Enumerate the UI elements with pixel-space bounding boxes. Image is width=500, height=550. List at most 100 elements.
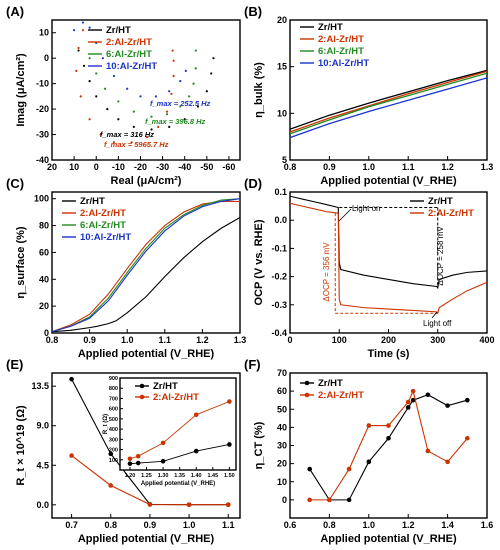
data-point [79, 95, 82, 98]
x-tick-label: 1.0 [183, 520, 196, 530]
panel-label: (B) [244, 4, 262, 19]
data-point [108, 451, 114, 457]
x-tick-label: 1.0 [363, 520, 376, 530]
x-tick-label: 0 [94, 162, 99, 172]
data-point [425, 392, 431, 398]
legend-entry: Zr/HT [318, 22, 343, 33]
legend-entry: 6:Al-Zr/HT [318, 46, 364, 57]
y-tick-label: -40 [36, 155, 49, 165]
x-tick-label: 1.6 [481, 520, 494, 530]
data-point [95, 72, 98, 75]
data-point [88, 57, 91, 60]
x-tick-label: 1.2 [441, 162, 454, 172]
annotation: f_max = 5965.7 Hz [104, 140, 169, 149]
legend-marker [139, 383, 145, 389]
legend-entry: 2:Al-Zr/HT [428, 208, 474, 219]
data-point [160, 459, 166, 464]
x-tick-label: 20 [47, 162, 57, 172]
y-axis-label: η_surface (%) [15, 226, 27, 298]
data-point [168, 125, 171, 129]
inset-y-tick-label: 100 [109, 458, 118, 464]
data-point [165, 113, 169, 116]
data-point [172, 74, 175, 78]
series-line [290, 70, 487, 133]
series-6-al-zr-ht [52, 198, 240, 333]
data-point [445, 403, 450, 408]
data-point [425, 448, 431, 454]
data-point [465, 397, 470, 403]
panel-label: (D) [244, 176, 262, 191]
series-zr-ht [290, 69, 487, 130]
data-point [183, 118, 186, 121]
panel-d: 0 100 200 300 400 -0.4 -0.3 -0.2 -0.1 0.0 0.1 (D) Ti… [244, 176, 495, 360]
data-point [445, 459, 450, 465]
y-axis-label: OCP (V vs. RHE) [253, 219, 265, 305]
annotation-delta-ocp-black: ΔOCP = 258 mV [436, 226, 445, 286]
data-point [196, 105, 200, 108]
x-tick-label: 1.2 [196, 335, 209, 345]
y-axis-label: Imag (μA/cm²) [15, 53, 27, 127]
data-point [73, 29, 76, 32]
series-2-al-zr-ht [75, 29, 175, 144]
y-tick-label: 15 [277, 62, 287, 72]
data-point [150, 128, 153, 131]
y-tick-label: 0.0 [36, 500, 49, 510]
series-2-al-zr-ht [307, 388, 470, 503]
data-point [410, 397, 416, 403]
data-point [186, 502, 192, 508]
legend-entry: Zr/HT [80, 196, 105, 207]
data-point [101, 57, 104, 60]
series-line [52, 198, 240, 333]
plot-frame [289, 19, 488, 161]
series-2-al-zr-ht [290, 70, 487, 133]
x-tick-label: 200 [381, 335, 396, 345]
data-point [179, 79, 182, 83]
data-point [88, 26, 91, 29]
inset-y-axis-label: R_t (Ω) [103, 414, 109, 434]
y-tick-label: 30 [277, 441, 287, 451]
data-point [205, 90, 208, 93]
plot-area [73, 21, 215, 144]
series-line [52, 198, 240, 333]
panel-label: (C) [6, 176, 24, 191]
panel-b: 0.8 0.9 1.0 1.1 1.2 1.3 5 10 15 20 (B) Applied pote… [244, 4, 493, 187]
plot-area [290, 195, 487, 315]
x-tick-label: -50 [200, 162, 213, 172]
data-point [346, 497, 352, 503]
legend-entry: Zr/HT [428, 196, 453, 207]
data-point [112, 74, 116, 78]
panel-label: (E) [6, 357, 23, 372]
x-tick-label: 1.4 [441, 520, 454, 530]
inset-frame [119, 377, 237, 471]
data-point [127, 456, 133, 462]
y-tick-label: 10 [277, 108, 287, 118]
inset-y-tick-label: 300 [109, 437, 118, 443]
data-point [212, 57, 215, 60]
y-tick-label: 20 [277, 459, 287, 469]
data-point [99, 133, 102, 136]
series-10-al-zr-ht [73, 21, 187, 98]
series-line [290, 69, 487, 130]
data-point [170, 92, 173, 95]
data-point [135, 453, 141, 459]
y-tick-label: 10 [277, 477, 287, 487]
annotation: f_max = 396.8 Hz [145, 117, 205, 126]
series-line [309, 394, 468, 501]
data-point [194, 49, 197, 52]
inset-y-tick-label: 900 [109, 376, 118, 382]
data-point [95, 95, 98, 98]
data-point [227, 399, 232, 404]
legend-entry: Zr/HT [153, 381, 178, 392]
y-tick-label: -0.4 [271, 328, 287, 338]
series-line [52, 217, 240, 333]
data-point [160, 440, 166, 446]
inset-x-tick-label: 1.30 [158, 473, 169, 479]
inset-chart: 1.20 1.25 1.30 1.35 1.40 1.45 1.50 100 200 300 400… [103, 376, 237, 487]
data-point [165, 110, 169, 113]
plot-frame [51, 372, 241, 519]
panel-a: 20 10 0 -10 -20 -30 -40 -50 -60 -40 -30 -20 -10 0 10 (A… [6, 4, 241, 187]
annotation-arrow [431, 311, 438, 319]
data-point [112, 141, 116, 144]
legend-entry: Zr/HT [106, 25, 131, 36]
